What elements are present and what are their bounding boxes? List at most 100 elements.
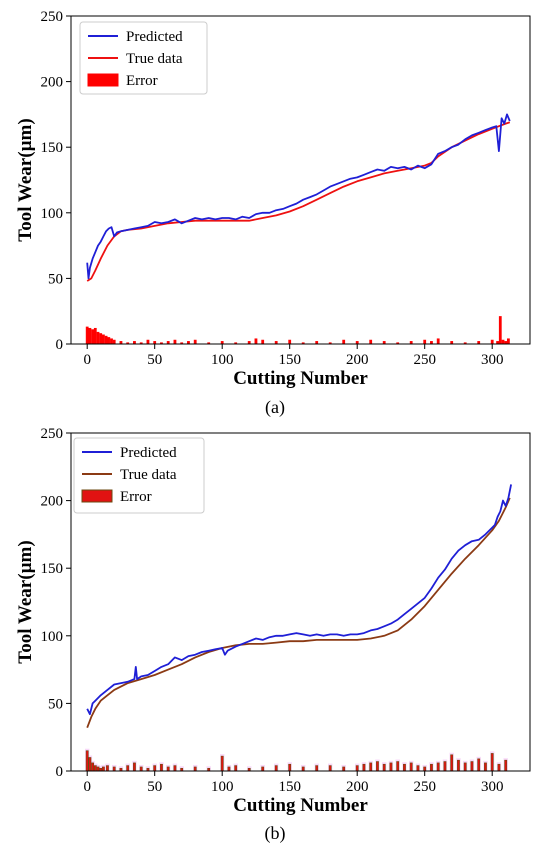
error-bar-30 [288,339,292,345]
error-bar-28 [301,766,305,772]
x-axis-label: Cutting Number [233,795,368,816]
error-bar-49 [501,339,505,345]
error-bar-2 [91,329,95,345]
error-bar-3 [93,765,97,772]
error-bar-47 [457,759,460,772]
error-bar-49 [470,761,474,772]
error-bar-1 [88,757,92,772]
error-bar-46 [490,339,494,345]
y-tick-label-250: 250 [41,426,64,442]
legend-label-error: Error [120,489,152,505]
y-tick-label-200: 200 [41,75,64,91]
error-bar-12 [139,766,143,772]
error-bar-15 [160,763,163,772]
x-tick-label-50: 50 [147,779,162,795]
y-axis-label: Tool Wear(µm) [15,118,36,241]
error-bar-36 [369,339,373,345]
y-tick-label-50: 50 [48,271,63,287]
error-bar-22 [193,339,197,345]
error-bar-51 [484,762,487,772]
x-tick-label-0: 0 [83,779,91,795]
error-bar-50 [477,758,481,772]
y-tick-label-50: 50 [48,696,63,712]
error-bar-46 [450,754,454,772]
y-tick-label-150: 150 [41,561,64,577]
error-bar-37 [389,762,393,772]
x-tick-label-300: 300 [481,352,504,368]
error-bar-22 [227,766,231,772]
error-bar-26 [274,765,278,772]
error-bar-21 [220,755,224,772]
error-bar-4 [96,331,100,345]
error-bar-33 [362,763,366,772]
x-tick-label-150: 150 [278,779,301,795]
error-bar-27 [288,763,292,772]
error-bar-35 [376,761,379,772]
error-bar-30 [328,765,332,772]
error-bar-10 [112,339,116,345]
error-bar-14 [153,765,157,772]
error-bar-42 [423,766,427,772]
legend-swatch-error [81,489,113,503]
panel-caption: (a) [265,397,285,418]
error-bar-32 [355,765,359,772]
error-bar-43 [430,763,433,772]
y-tick-label-100: 100 [41,629,64,645]
error-bar-7 [106,765,109,772]
x-tick-label-200: 200 [346,352,369,368]
error-bar-40 [409,762,413,772]
legend-swatch-error [87,73,119,87]
error-bar-0 [85,750,89,772]
error-bar-36 [382,763,386,772]
x-tick-label-100: 100 [211,779,234,795]
error-bar-19 [193,766,197,772]
error-bar-6 [102,334,105,345]
error-bar-0 [85,326,89,345]
error-bar-40 [423,339,427,345]
x-axis-label: Cutting Number [233,368,368,389]
y-tick-label-150: 150 [41,140,64,156]
error-bar-1 [88,327,92,345]
error-bar-16 [166,766,170,772]
error-bar-25 [261,766,265,772]
error-bar-53 [497,763,501,772]
error-bar-5 [99,333,103,345]
predicted-line [86,484,512,716]
error-bar-31 [342,766,346,772]
x-tick-label-0: 0 [83,352,91,368]
predicted-line [86,113,511,280]
chart-panel-a: 0 50 100 150 200 250 0 50 100 150 200 250 300 Cutting… [15,9,531,418]
y-tick-label-250: 250 [41,9,64,25]
x-tick-label-300: 300 [481,779,504,795]
error-bar-48 [498,316,502,345]
error-bar-48 [463,762,467,772]
error-bar-41 [416,765,420,772]
chart-panel-b: 0 50 100 150 200 250 0 50 100 150 200 250 300 Cutting… [15,426,531,844]
legend-label-error: Error [126,73,158,89]
x-tick-label-100: 100 [211,352,234,368]
error-bar-15 [146,339,150,345]
error-bar-7 [104,335,108,345]
legend-label-true-data: True data [126,51,183,67]
legend-label-predicted: Predicted [126,29,183,45]
error-bar-17 [173,765,177,772]
error-bar-42 [436,338,440,345]
error-bar-45 [443,761,447,772]
error-bar-28 [261,339,265,345]
y-tick-label-0: 0 [56,764,64,780]
error-bar-10 [126,765,130,772]
error-bar-44 [436,762,440,772]
error-bar-34 [369,762,373,772]
error-bar-27 [254,338,258,345]
error-bar-38 [396,761,400,772]
error-bar-8 [107,337,111,345]
error-bar-29 [315,765,319,772]
y-tick-label-200: 200 [41,494,64,510]
error-bar-8 [112,766,116,772]
error-bar-2 [91,762,95,772]
legend-label-true-data: True data [120,467,177,483]
x-tick-label-200: 200 [346,779,369,795]
x-tick-label-250: 250 [413,352,436,368]
y-axis-label: Tool Wear(µm) [15,540,36,663]
legend-label-predicted: Predicted [120,445,177,461]
